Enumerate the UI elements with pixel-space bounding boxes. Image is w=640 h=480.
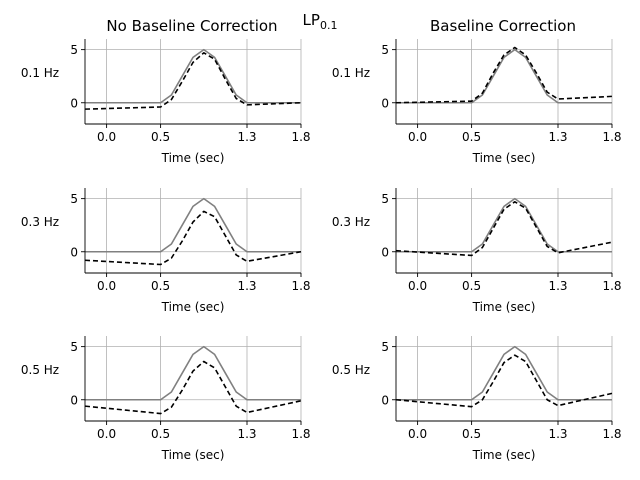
x-tick-label: 0.5 <box>462 279 481 293</box>
y-tick-label: 5 <box>381 340 389 354</box>
row-label: 0.5 Hz <box>332 363 370 377</box>
x-tick-label: 0.5 <box>462 130 481 144</box>
subplot-r2-c0: 0.0 0.5 1.3 1.8 0 5 Time (sec) 0.5 Hz <box>21 336 311 462</box>
x-tick-label: 0.0 <box>408 279 427 293</box>
x-tick-label: 1.8 <box>602 279 621 293</box>
solid-series-line <box>396 197 612 253</box>
x-tick-label: 1.8 <box>602 130 621 144</box>
x-tick-label: 0.0 <box>97 427 116 441</box>
subplot-r1-c1: 0.0 0.5 1.3 1.8 0 5 Time (sec) 0.3 Hz <box>332 188 622 314</box>
row-label: 0.5 Hz <box>21 363 59 377</box>
y-tick-label: 5 <box>70 340 78 354</box>
x-axis-label: Time (sec) <box>161 151 225 165</box>
y-tick-label: 5 <box>70 192 78 206</box>
y-tick-label: 0 <box>381 96 389 110</box>
subplot-r1-c0: 0.0 0.5 1.3 1.8 0 5 Time (sec) 0.3 Hz <box>21 188 311 314</box>
suptitle: LP0.1 <box>303 11 338 32</box>
x-tick-label: 0.5 <box>151 130 170 144</box>
row-label: 0.3 Hz <box>332 215 370 229</box>
solid-series-line <box>396 48 612 104</box>
x-tick-label: 1.3 <box>237 130 256 144</box>
x-tick-label: 1.8 <box>291 279 310 293</box>
x-tick-label: 1.3 <box>548 279 567 293</box>
row-label: 0.3 Hz <box>21 215 59 229</box>
row-label: 0.1 Hz <box>332 66 370 80</box>
dashed-series-line <box>84 210 302 266</box>
x-tick-label: 0.5 <box>151 279 170 293</box>
subplot-title: Baseline Correction <box>430 17 576 35</box>
x-tick-label: 0.0 <box>97 279 116 293</box>
x-tick-label: 1.3 <box>548 427 567 441</box>
solid-series-line <box>85 345 301 401</box>
x-tick-label: 1.3 <box>237 279 256 293</box>
subplot-r0-c1: 0.0 0.5 1.3 1.8 0 5 Time (sec) 0.1 Hz Baseline C… <box>332 17 622 165</box>
solid-series-line <box>85 48 301 104</box>
x-axis-label: Time (sec) <box>472 448 536 462</box>
x-axis-label: Time (sec) <box>161 300 225 314</box>
y-tick-label: 0 <box>381 393 389 407</box>
subplot-title: No Baseline Correction <box>106 17 277 35</box>
solid-series-line <box>85 197 301 253</box>
y-tick-label: 0 <box>381 245 389 259</box>
x-tick-label: 0.5 <box>462 427 481 441</box>
y-tick-label: 5 <box>381 43 389 57</box>
x-tick-label: 0.0 <box>97 130 116 144</box>
dashed-series-line <box>84 360 302 415</box>
suptitle-main: LP <box>303 11 320 29</box>
dashed-series-line <box>84 52 302 110</box>
dashed-series-line <box>395 354 613 408</box>
solid-series-line <box>396 345 612 401</box>
dashed-series-line <box>395 46 613 104</box>
suptitle-subscript: 0.1 <box>320 19 338 32</box>
y-tick-label: 5 <box>70 43 78 57</box>
subplot-grid: 0.0 0.5 1.3 1.8 0 5 Time (sec) 0.1 Hz No Baselin… <box>21 17 622 462</box>
x-axis-label: Time (sec) <box>472 300 536 314</box>
x-axis-label: Time (sec) <box>161 448 225 462</box>
y-tick-label: 0 <box>70 96 78 110</box>
x-tick-label: 0.5 <box>151 427 170 441</box>
x-tick-label: 0.0 <box>408 130 427 144</box>
x-tick-label: 1.8 <box>291 427 310 441</box>
row-label: 0.1 Hz <box>21 66 59 80</box>
x-axis-label: Time (sec) <box>472 151 536 165</box>
subplot-r0-c0: 0.0 0.5 1.3 1.8 0 5 Time (sec) 0.1 Hz No Baselin… <box>21 17 311 165</box>
y-tick-label: 0 <box>70 393 78 407</box>
x-tick-label: 0.0 <box>408 427 427 441</box>
x-tick-label: 1.8 <box>602 427 621 441</box>
x-tick-label: 1.8 <box>291 130 310 144</box>
y-tick-label: 5 <box>381 192 389 206</box>
x-tick-label: 1.3 <box>548 130 567 144</box>
subplot-r2-c1: 0.0 0.5 1.3 1.8 0 5 Time (sec) 0.5 Hz <box>332 336 622 462</box>
y-tick-label: 0 <box>70 245 78 259</box>
x-tick-label: 1.3 <box>237 427 256 441</box>
dashed-series-line <box>395 201 613 257</box>
